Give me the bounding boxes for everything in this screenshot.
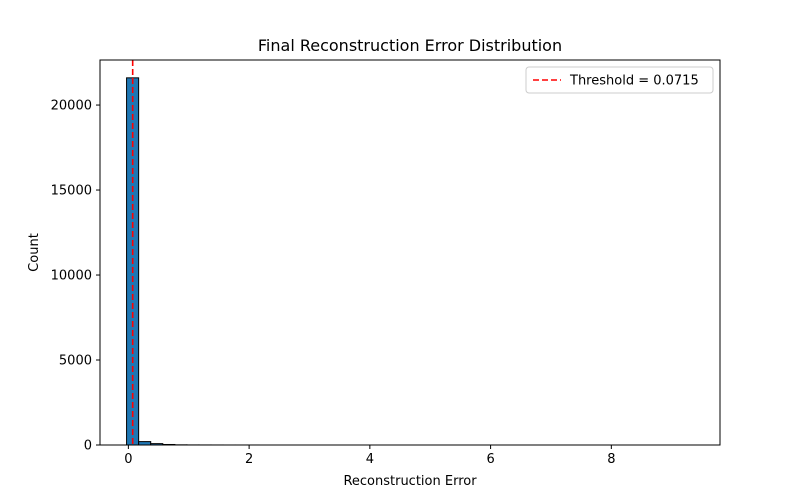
x-tick-label: 4 (366, 452, 374, 467)
y-tick-label: 15000 (51, 184, 92, 199)
y-tick-label: 10000 (51, 269, 92, 284)
legend-box (525, 66, 714, 94)
y-tick-label: 20000 (51, 99, 92, 114)
x-tick-label: 0 (124, 452, 132, 467)
legend-threshold-label: Threshold = 0.0715 (569, 74, 699, 89)
x-axis-ticks: 0 2 4 6 8 (124, 445, 615, 467)
y-tick-label: 5000 (59, 354, 92, 369)
plot-area-frame (99, 59, 721, 446)
x-tick-label: 2 (245, 452, 253, 467)
y-tick-label: 0 (84, 439, 92, 454)
x-tick-label: 8 (607, 452, 615, 467)
x-axis-label: Reconstruction Error (343, 474, 477, 489)
y-axis-ticks: 0 5000 10000 15000 20000 (51, 99, 100, 454)
x-tick-label: 6 (486, 452, 494, 467)
legend: Threshold = 0.0715 (525, 66, 714, 94)
histogram-bar (138, 441, 152, 446)
y-axis-label: Count (27, 233, 42, 272)
chart-title: Final Reconstruction Error Distribution (258, 36, 562, 55)
